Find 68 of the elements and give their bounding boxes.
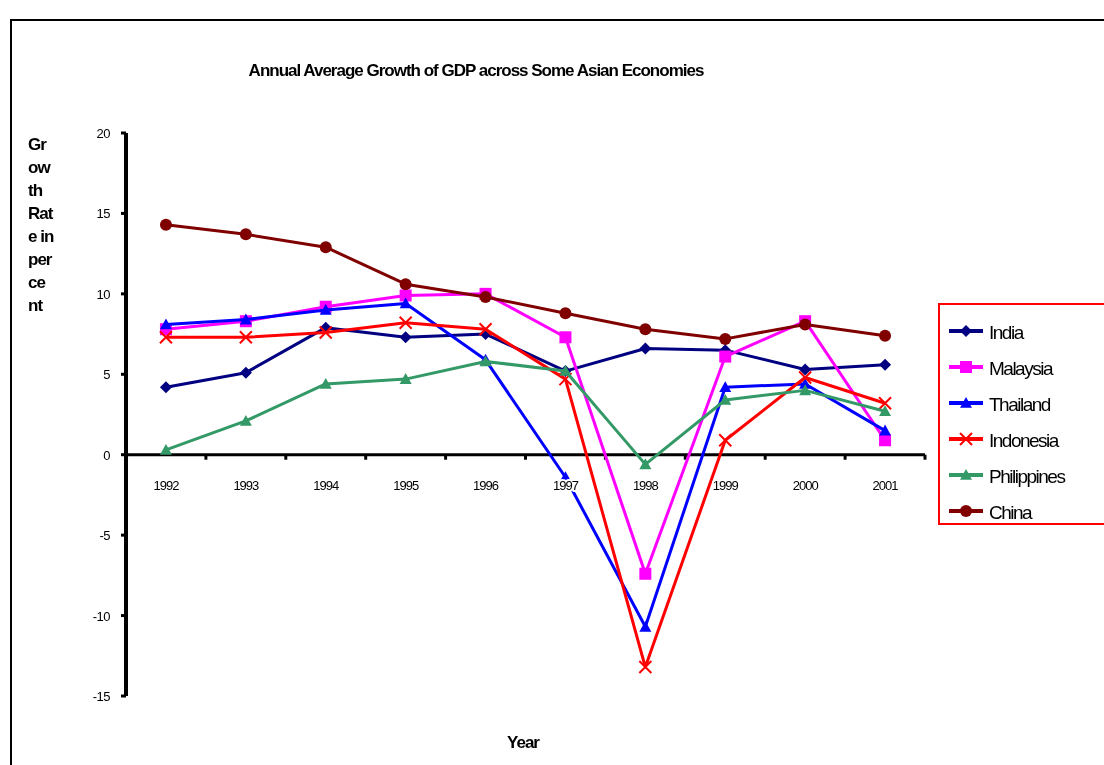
point [158,330,173,345]
point [798,370,813,385]
x-tick-label: 1992 [153,477,180,493]
y-axis-title: Growth Rate in percent [28,134,54,317]
point [319,377,332,389]
y-tick-label: 15 [96,206,111,222]
legend-label: Philippines [989,466,1066,487]
x-tick-label: 1995 [393,477,419,493]
legend-label: Indonesia [989,430,1060,451]
x-tick-label: 1999 [712,477,739,493]
chart-title: Annual Average Growth of GDP across Some Asian Economies [248,61,704,80]
point [878,396,893,411]
x-tick-label: 1993 [233,477,260,493]
point [238,330,253,345]
legend-label: China [989,502,1034,523]
point [879,434,892,447]
y-tick-label: 10 [96,286,111,302]
y-tick-label: 20 [96,126,111,141]
point [318,325,333,340]
point [799,384,812,396]
point [879,329,892,342]
y-tick-label: 5 [103,367,111,383]
point [639,620,652,632]
point [399,373,412,384]
point [639,342,652,355]
y-tick-label: -5 [99,528,111,544]
point [239,414,252,426]
point [159,443,172,455]
y-tick-label: -15 [92,689,111,704]
y-tick-label: -10 [92,608,111,624]
point [719,381,732,392]
point [799,363,812,376]
point [399,289,412,302]
point [239,366,252,379]
point [239,228,252,241]
point [399,278,412,291]
point [479,291,492,304]
point [879,358,892,371]
point [399,297,412,309]
point [159,318,172,330]
point [719,350,732,363]
x-tick-label: 1994 [313,477,339,493]
point [719,332,732,345]
point [638,660,653,675]
point [159,381,172,394]
point [398,315,413,330]
point [558,372,573,387]
point [639,567,652,580]
point [639,458,652,470]
point [559,307,572,320]
x-tick-label: 2001 [872,477,899,493]
point [159,218,172,231]
legend-label: Malaysia [989,358,1054,379]
x-tick-label: 1996 [473,477,499,493]
x-tick-label: 2000 [792,477,819,493]
point [879,405,892,417]
point [639,323,652,336]
x-tick-label: 1998 [632,477,659,493]
point [879,424,892,436]
legend-label: India [989,322,1025,343]
point [718,433,733,448]
point [399,331,412,344]
x-axis-title: Year [507,733,541,752]
point [478,322,493,337]
y-tick-label: 0 [103,447,111,463]
point [559,331,572,344]
legend-label: Thailand [989,394,1051,415]
point [319,241,332,254]
